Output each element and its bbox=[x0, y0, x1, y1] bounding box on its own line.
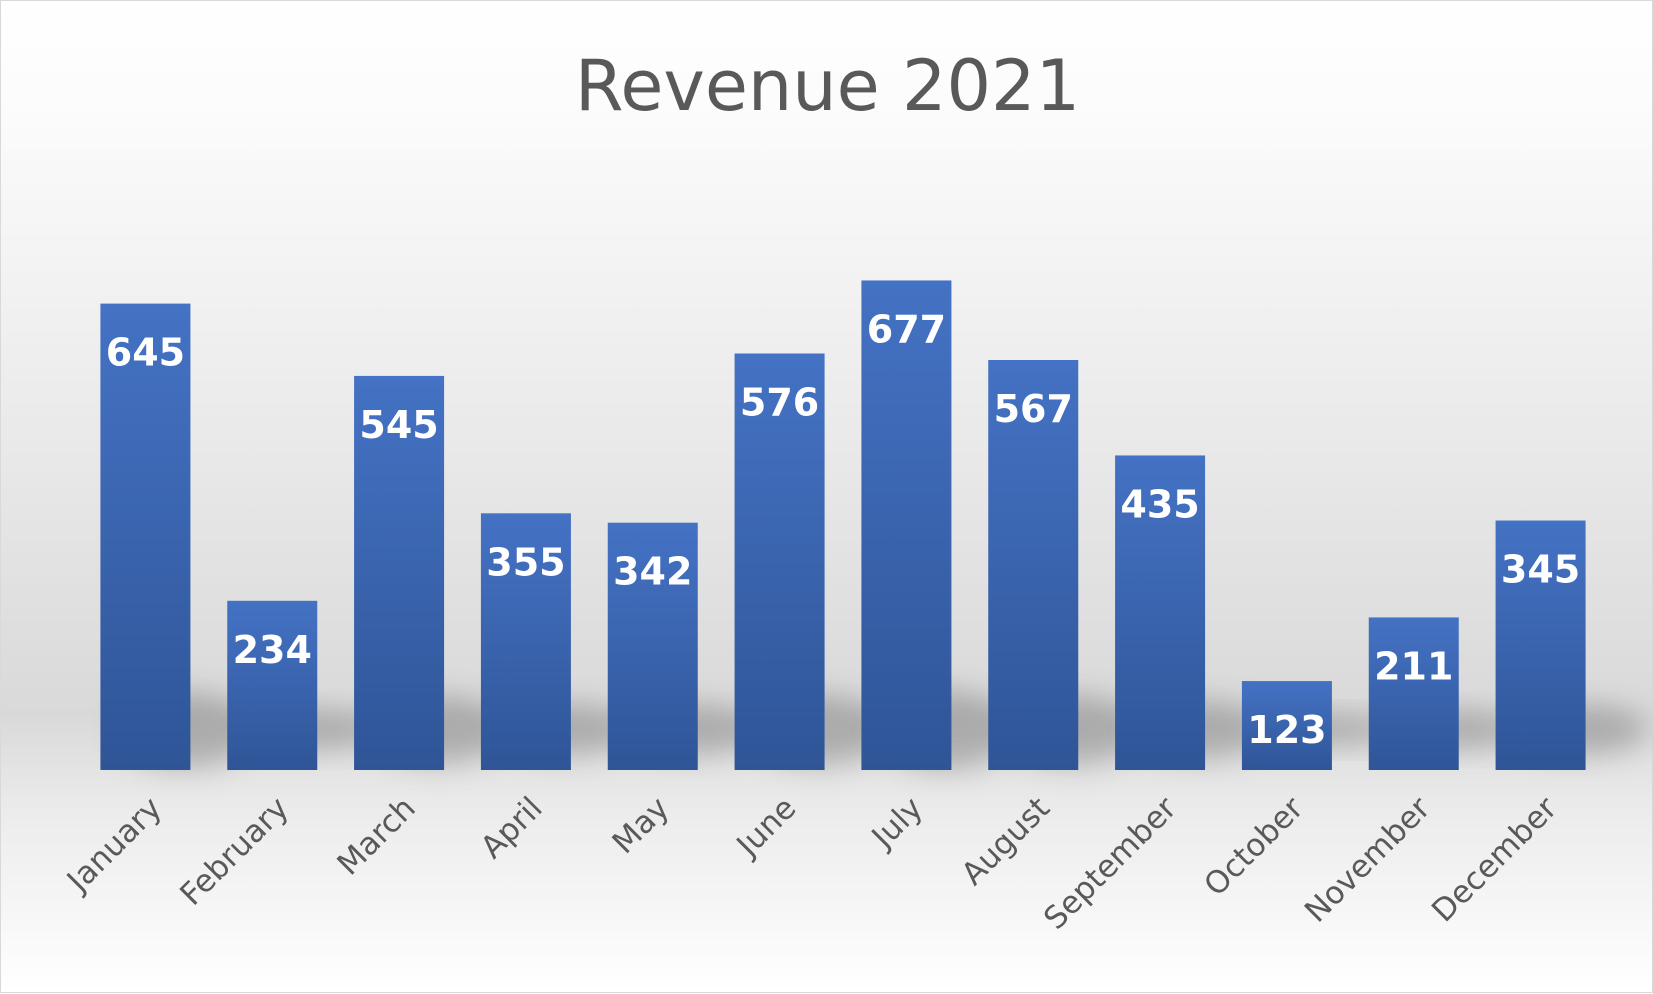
chart-title: Revenue 2021 bbox=[574, 45, 1081, 127]
data-label-april: 355 bbox=[486, 540, 565, 584]
x-tick-label-march: March bbox=[330, 790, 422, 882]
x-tick-label-november: November bbox=[1298, 790, 1438, 930]
bar-december bbox=[1495, 520, 1586, 770]
bar-july bbox=[861, 280, 952, 770]
bar-june bbox=[734, 353, 825, 770]
bar-november bbox=[1368, 617, 1459, 770]
x-axis-tick-labels: January February March April May June July Augu… bbox=[59, 790, 1564, 937]
data-label-march: 545 bbox=[359, 403, 438, 447]
data-label-august: 567 bbox=[994, 387, 1073, 431]
x-tick-label-april: April bbox=[474, 790, 550, 866]
x-tick-label-december: December bbox=[1425, 790, 1564, 929]
bar-february bbox=[227, 600, 318, 770]
data-label-october: 123 bbox=[1247, 708, 1326, 752]
data-label-december: 345 bbox=[1501, 548, 1580, 592]
x-tick-label-september: September bbox=[1037, 790, 1184, 937]
data-label-may: 342 bbox=[613, 550, 692, 594]
x-tick-label-february: February bbox=[173, 790, 296, 913]
bar-march bbox=[354, 375, 445, 770]
bar-may bbox=[607, 522, 698, 770]
data-label-july: 677 bbox=[867, 307, 946, 351]
data-label-november: 211 bbox=[1374, 644, 1453, 688]
data-label-january: 645 bbox=[106, 331, 185, 375]
bar-labels: 645 234 545 355 342 576 677 567 435 123 211 345 bbox=[106, 307, 1580, 752]
data-label-september: 435 bbox=[1120, 482, 1199, 526]
x-tick-label-january: January bbox=[59, 790, 169, 900]
data-label-june: 576 bbox=[740, 380, 819, 424]
x-tick-label-august: August bbox=[955, 790, 1057, 892]
x-tick-label-june: June bbox=[729, 790, 804, 865]
bar-september bbox=[1115, 455, 1206, 770]
bar-august bbox=[988, 360, 1079, 770]
bars bbox=[100, 280, 1586, 770]
bar-april bbox=[480, 513, 571, 770]
x-tick-label-may: May bbox=[606, 790, 677, 861]
x-tick-label-october: October bbox=[1197, 790, 1310, 903]
bar-october bbox=[1241, 681, 1332, 770]
x-tick-label-july: July bbox=[864, 790, 930, 856]
bar-january bbox=[100, 303, 191, 770]
data-label-february: 234 bbox=[233, 628, 312, 672]
